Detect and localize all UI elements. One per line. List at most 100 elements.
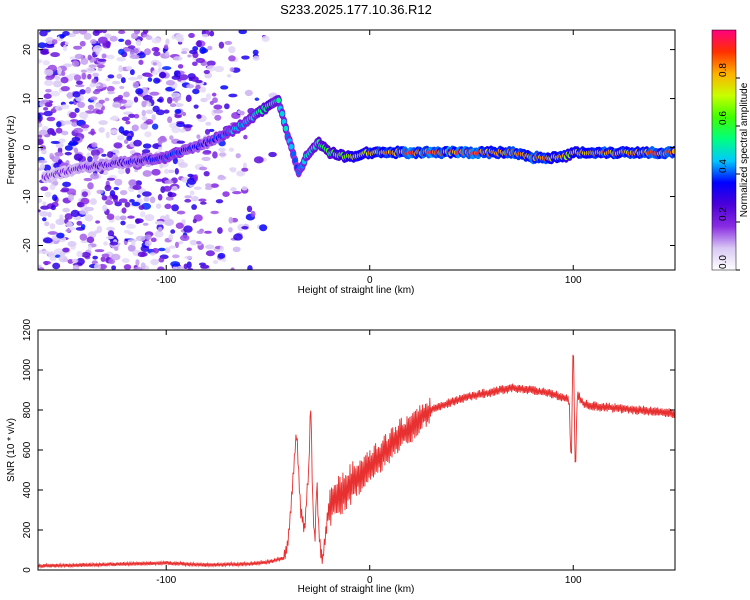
noise-blob — [60, 86, 70, 92]
colorbar-tick-label: 0.0 — [718, 255, 729, 269]
noise-blob — [44, 44, 55, 48]
noise-blob — [153, 51, 161, 57]
noise-blob — [195, 57, 206, 64]
noise-blob — [152, 61, 157, 66]
noise-blob — [215, 199, 224, 204]
noise-blob — [145, 73, 153, 78]
noise-blob — [98, 127, 105, 133]
noise-blob — [55, 127, 63, 134]
noise-blob — [202, 150, 212, 155]
noise-blob — [114, 215, 121, 221]
y-tick-label: 600 — [22, 441, 33, 458]
noise-blob — [95, 109, 104, 115]
ridge-core — [279, 110, 285, 117]
noise-blob — [97, 58, 107, 62]
noise-blob — [127, 244, 136, 252]
noise-blob — [167, 192, 177, 198]
noise-blob — [113, 186, 119, 191]
noise-blob — [207, 45, 213, 51]
noise-blob — [228, 46, 236, 54]
noise-blob — [127, 45, 136, 49]
noise-blob — [69, 113, 77, 117]
noise-blob — [38, 122, 43, 128]
noise-blob — [164, 203, 172, 210]
y-tick-label: 0 — [22, 567, 33, 573]
noise-blob — [133, 96, 139, 103]
noise-blob — [126, 65, 133, 71]
noise-blob — [58, 138, 66, 144]
noise-blob — [56, 232, 65, 239]
noise-blob — [144, 131, 152, 138]
noise-blob — [168, 233, 174, 241]
x-tick-label: 100 — [565, 575, 582, 586]
noise-blob — [86, 236, 95, 244]
noise-blob — [174, 109, 182, 114]
noise-blob — [62, 181, 72, 188]
spectrogram-x-ticks: -100 0 100 — [156, 30, 582, 286]
noise-blob — [54, 151, 64, 157]
noise-blob — [108, 258, 115, 265]
noise-blob — [92, 72, 100, 77]
noise-blob — [71, 60, 80, 67]
noise-blob — [167, 116, 173, 124]
noise-blob — [156, 98, 163, 103]
noise-blob — [252, 55, 260, 61]
noise-blob — [176, 265, 185, 270]
noise-blob — [111, 80, 121, 85]
noise-blob — [146, 102, 152, 107]
noise-blob — [154, 230, 164, 238]
noise-blob — [135, 88, 144, 95]
noise-blob — [44, 191, 52, 198]
noise-blob — [71, 121, 79, 127]
snr-y-label: SNR (10 * v/v) — [6, 418, 17, 482]
noise-blob — [69, 226, 77, 231]
noise-blob — [138, 205, 145, 210]
noise-blob — [151, 37, 162, 44]
noise-blob — [228, 55, 236, 62]
noise-blob — [192, 88, 200, 95]
noise-blob — [149, 91, 160, 96]
noise-blob — [135, 180, 142, 186]
colorbar-tick-label: 0.6 — [718, 111, 729, 125]
noise-blob — [106, 177, 116, 181]
noise-blob — [192, 61, 198, 67]
noise-blob — [73, 127, 84, 133]
noise-blob — [49, 223, 56, 230]
noise-blob — [100, 256, 106, 262]
noise-blob — [125, 167, 131, 175]
noise-blob — [61, 187, 70, 193]
noise-blob — [244, 89, 253, 97]
noise-blob — [46, 116, 56, 122]
noise-blob — [119, 189, 128, 196]
y-tick-label: 20 — [22, 44, 33, 56]
noise-blob — [111, 194, 118, 200]
noise-blob — [193, 174, 199, 182]
noise-blob — [135, 235, 146, 242]
noise-blob — [87, 231, 97, 239]
ridge-core — [288, 143, 294, 150]
noise-blob — [183, 124, 193, 128]
noise-blob — [38, 146, 42, 152]
noise-blob — [233, 233, 243, 241]
noise-blob — [252, 49, 259, 55]
snr-frame — [37, 329, 676, 571]
noise-blob — [43, 79, 54, 86]
ridge-core — [276, 97, 281, 104]
noise-blob — [236, 170, 246, 177]
noise-blob — [177, 64, 184, 69]
noise-blob — [144, 240, 152, 247]
noise-blob — [141, 116, 148, 121]
noise-blob — [66, 221, 73, 228]
noise-blob — [107, 74, 115, 79]
noise-blob — [50, 140, 61, 144]
noise-blob — [214, 65, 225, 73]
noise-blob — [64, 213, 73, 220]
noise-blob — [44, 102, 53, 108]
noise-blob — [43, 107, 49, 111]
noise-blob — [95, 220, 100, 224]
noise-blob — [61, 70, 66, 77]
x-tick-label: -100 — [156, 575, 176, 586]
noise-blob — [174, 241, 179, 249]
noise-blob — [171, 75, 181, 80]
noise-blob — [175, 222, 184, 229]
